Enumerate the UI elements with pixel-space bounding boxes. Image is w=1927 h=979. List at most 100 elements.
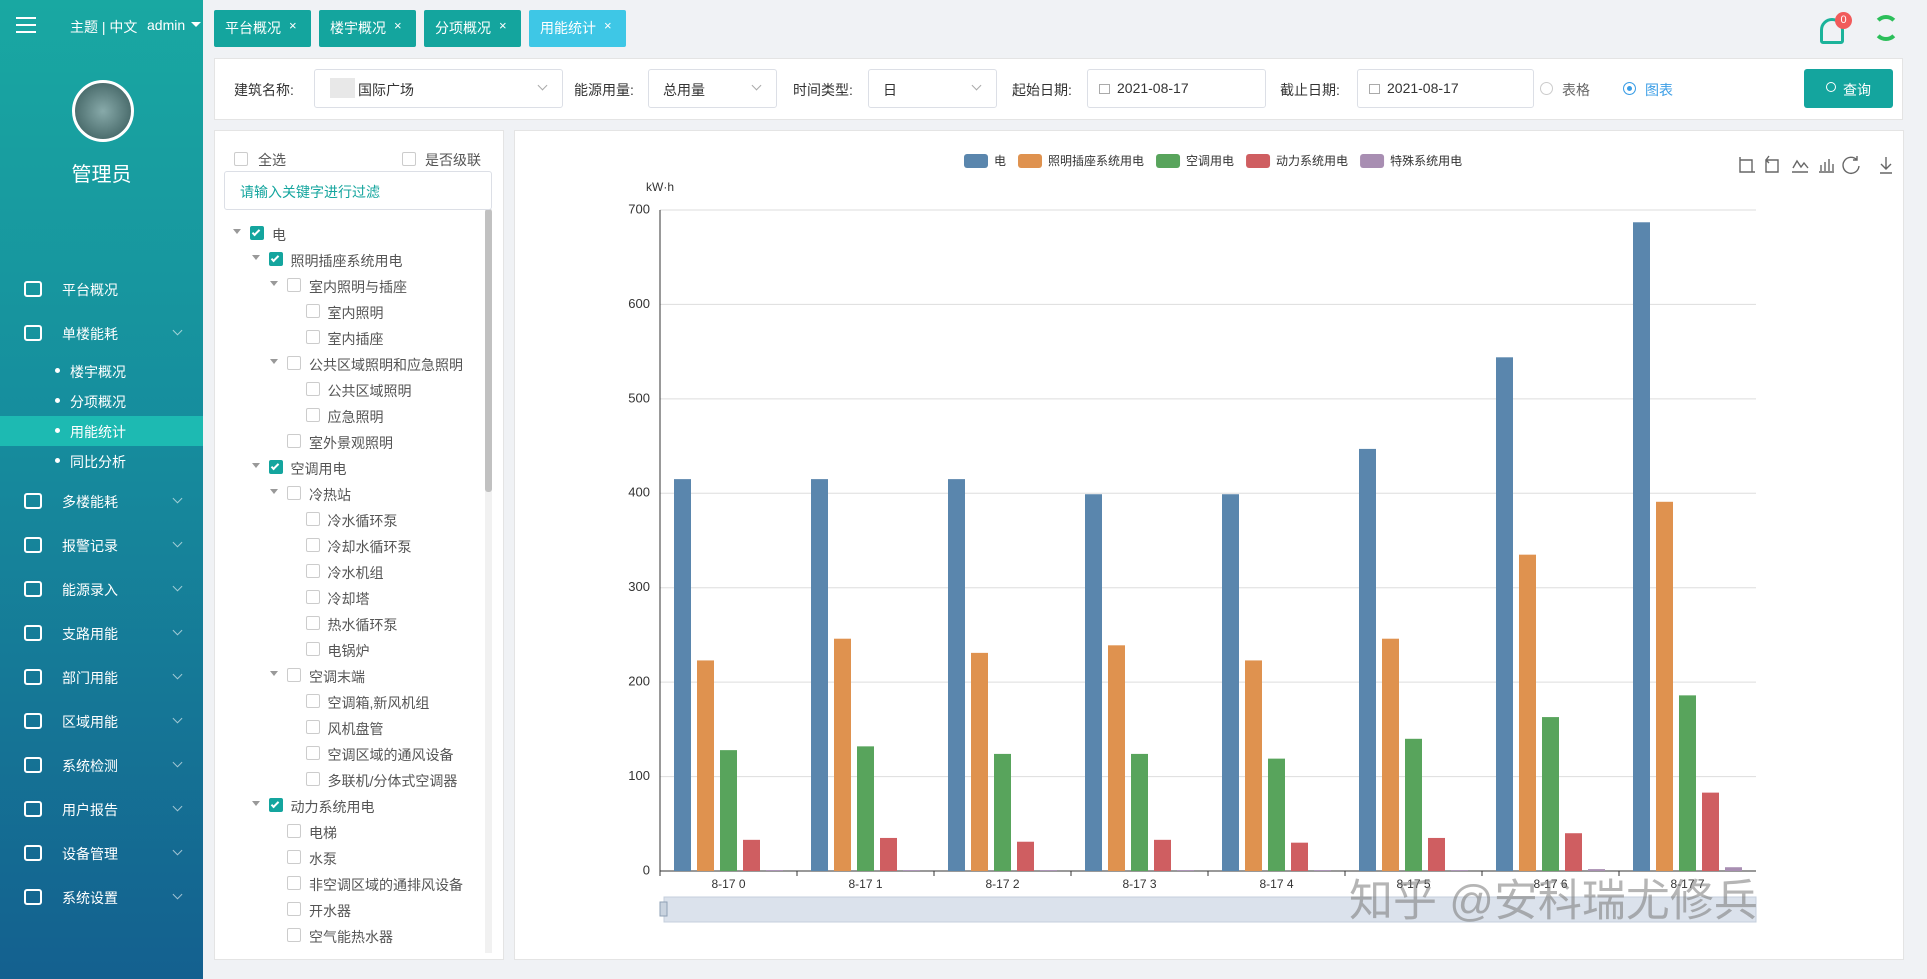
tree-node[interactable]: 空调末端 — [309, 669, 365, 685]
checkbox[interactable] — [305, 772, 320, 786]
tree-node[interactable]: 水泵 — [309, 851, 337, 867]
menu-item[interactable]: 区域用能 — [62, 714, 118, 730]
tree-arrow[interactable] — [251, 463, 260, 472]
cascade[interactable]: 是否级联 — [425, 152, 481, 168]
radio[interactable] — [1623, 82, 1636, 95]
tab[interactable]: 分项概况 — [424, 10, 521, 47]
checkbox[interactable] — [287, 850, 301, 864]
checkbox[interactable] — [305, 564, 320, 578]
tree-arrow[interactable] — [270, 281, 278, 290]
tab-close[interactable]: × — [604, 18, 612, 33]
date-input[interactable] — [1087, 69, 1266, 108]
menu-toggle[interactable] — [16, 17, 36, 33]
select[interactable] — [868, 69, 997, 108]
checkbox[interactable] — [287, 356, 301, 370]
tab[interactable]: 平台概况 — [214, 10, 311, 47]
checkbox[interactable] — [268, 460, 283, 474]
tab[interactable]: 用能统计 — [529, 10, 626, 47]
checkbox[interactable] — [287, 876, 301, 890]
checkbox[interactable] — [287, 486, 301, 500]
checkbox[interactable] — [287, 824, 301, 838]
radio-label[interactable]: 表格 — [1562, 82, 1590, 98]
tree-node[interactable]: 室内插座 — [327, 331, 384, 347]
filter-input[interactable] — [224, 171, 492, 210]
radio[interactable] — [1540, 82, 1553, 95]
tab[interactable]: 楼宇概况 — [319, 10, 416, 47]
submenu-item[interactable]: 同比分析 — [70, 454, 126, 470]
tree-arrow[interactable] — [251, 255, 260, 264]
menu-item[interactable]: 单楼能耗 — [62, 326, 118, 342]
checkbox[interactable] — [268, 798, 283, 812]
checkbox[interactable] — [287, 668, 301, 682]
tree-node[interactable]: 电梯 — [309, 825, 337, 841]
checkbox[interactable] — [305, 720, 320, 734]
tab-close[interactable]: × — [394, 18, 402, 33]
tree-node[interactable]: 动力系统用电 — [290, 799, 375, 815]
tree-node[interactable]: 室内照明与插座 — [309, 279, 407, 295]
user[interactable]: admin — [147, 17, 186, 33]
checkbox[interactable] — [234, 152, 248, 166]
tree-arrow[interactable] — [270, 489, 278, 498]
checkbox[interactable] — [250, 226, 264, 240]
tree-node[interactable]: 应急照明 — [327, 409, 384, 425]
tree-node[interactable]: 室外景观照明 — [309, 435, 393, 451]
tree-node[interactable]: 电 — [272, 227, 286, 243]
menu-item[interactable]: 能源录入 — [62, 582, 118, 598]
tree-node[interactable]: 公共区域照明和应急照明 — [309, 357, 463, 373]
tool-bar[interactable] — [1819, 159, 1834, 173]
menu-item[interactable]: 报警记录 — [62, 538, 118, 554]
checkbox[interactable] — [305, 590, 320, 604]
select-all[interactable]: 全选 — [258, 152, 286, 168]
tree-node[interactable]: 室内照明 — [327, 305, 384, 321]
tree-node[interactable]: 冷却水循环泵 — [327, 539, 412, 555]
search-label[interactable]: 查询 — [1843, 82, 1871, 98]
tree-node[interactable]: 公共区域照明 — [327, 383, 412, 399]
menu-item[interactable]: 系统检测 — [62, 758, 118, 774]
checkbox[interactable] — [268, 252, 283, 266]
checkbox[interactable] — [402, 152, 416, 166]
checkbox[interactable] — [305, 616, 320, 630]
checkbox[interactable] — [305, 694, 320, 708]
checkbox[interactable] — [305, 512, 320, 526]
checkbox[interactable] — [305, 304, 320, 318]
checkbox[interactable] — [287, 902, 301, 916]
tree-node[interactable]: 空调区域的通风设备 — [327, 747, 454, 763]
tab-close[interactable]: × — [499, 18, 507, 33]
checkbox[interactable] — [305, 642, 320, 656]
tree-node[interactable]: 空调箱,新风机组 — [327, 695, 430, 711]
checkbox[interactable] — [305, 746, 320, 760]
checkbox[interactable] — [287, 928, 301, 942]
menu-item[interactable]: 平台概况 — [62, 282, 118, 298]
tree-node[interactable]: 冷水机组 — [327, 565, 384, 581]
submenu-item[interactable]: 分项概况 — [70, 394, 126, 410]
checkbox[interactable] — [287, 434, 301, 448]
refresh[interactable] — [1873, 15, 1899, 41]
tree-node[interactable]: 冷热站 — [309, 487, 351, 503]
checkbox[interactable] — [305, 330, 320, 344]
menu-item[interactable]: 设备管理 — [62, 846, 118, 862]
checkbox[interactable] — [287, 278, 301, 292]
submenu-item[interactable]: 楼宇概况 — [70, 364, 126, 380]
menu-item[interactable]: 部门用能 — [62, 670, 118, 686]
toolbox[interactable] — [1739, 155, 1892, 175]
tree-node[interactable]: 空气能热水器 — [309, 929, 393, 945]
menu-item[interactable]: 用户报告 — [62, 802, 118, 818]
tree-arrow[interactable] — [270, 359, 278, 368]
checkbox[interactable] — [305, 408, 320, 422]
tree-arrow[interactable] — [270, 671, 278, 680]
tree-node[interactable]: 冷水循环泵 — [327, 513, 398, 529]
tree-node[interactable]: 开水器 — [309, 903, 351, 919]
menu-item[interactable]: 支路用能 — [62, 626, 118, 642]
select[interactable] — [648, 69, 777, 108]
date-input[interactable] — [1357, 69, 1534, 108]
tree-node[interactable]: 多联机/分体式空调器 — [327, 773, 458, 789]
submenu-item[interactable]: 用能统计 — [70, 424, 126, 440]
search-button[interactable] — [1804, 69, 1893, 108]
tree-node[interactable]: 热水循环泵 — [327, 617, 398, 633]
tree-node[interactable]: 非空调区域的通排风设备 — [309, 877, 463, 893]
theme-lang[interactable]: 主题 | 中文 — [70, 19, 138, 35]
tool-zoom[interactable] — [1739, 157, 1755, 173]
tree-node[interactable]: 照明插座系统用电 — [290, 253, 403, 269]
tree-node[interactable]: 风机盘管 — [327, 721, 384, 737]
bell[interactable] — [1820, 18, 1844, 44]
